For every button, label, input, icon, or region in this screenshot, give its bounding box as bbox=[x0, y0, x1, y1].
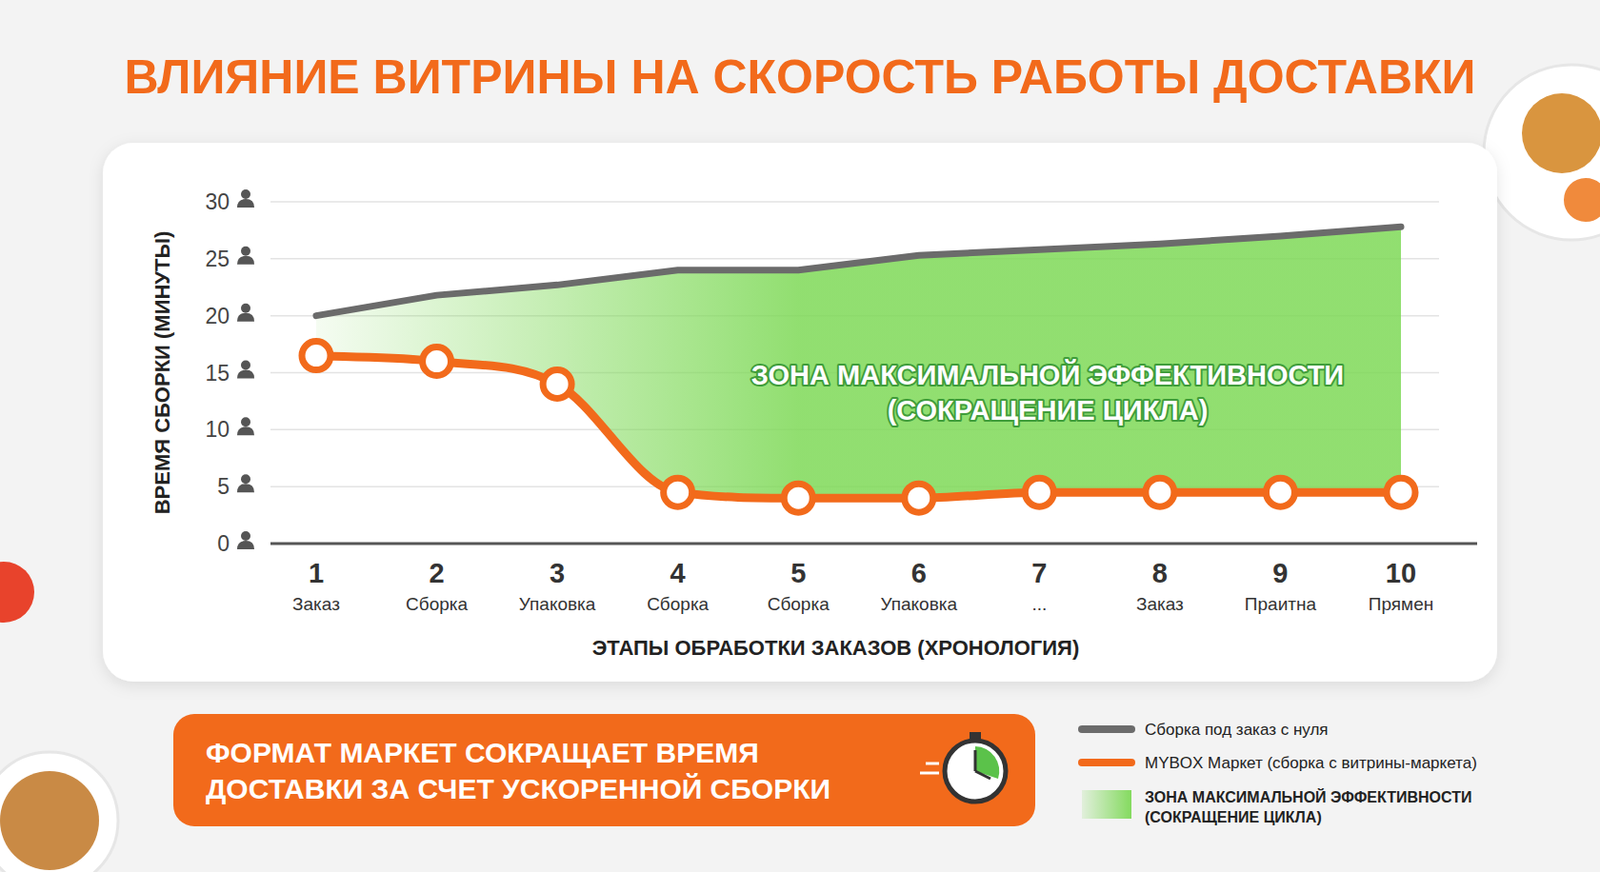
legend-swatch bbox=[1081, 790, 1132, 820]
annotation-line: ЗОНА МАКСИМАЛЬНОЙ ЭФФЕКТИВНОСТИ bbox=[751, 359, 1344, 391]
legend-swatch bbox=[1081, 725, 1132, 734]
decor-food bbox=[0, 771, 100, 871]
x-axis-line bbox=[270, 542, 1478, 546]
x-tick-label: 4 bbox=[670, 558, 686, 589]
zone-annotation: ЗОНА МАКСИМАЛЬНОЙ ЭФФЕКТИВНОСТИ (СОКРАЩЕН… bbox=[751, 359, 1344, 426]
series-line bbox=[316, 356, 1401, 500]
plot-area bbox=[301, 226, 1416, 513]
x-tick-label: 8 bbox=[1152, 558, 1168, 589]
stopwatch-hand bbox=[975, 771, 991, 780]
decor-plate bbox=[1483, 64, 1600, 240]
callout-text: ФОРМАТ МАРКЕТ СОКРАЩАЕТ ВРЕМЯ bbox=[205, 737, 760, 769]
callout-box bbox=[173, 714, 1036, 827]
card bbox=[102, 142, 1498, 682]
decor-food bbox=[1560, 175, 1600, 225]
x-tick-sublabel: Сборка bbox=[646, 594, 709, 615]
decor-tomato bbox=[0, 561, 35, 623]
person-head bbox=[240, 531, 251, 541]
person-head bbox=[240, 246, 251, 257]
y-tick-label: 10 bbox=[204, 417, 230, 442]
person-body bbox=[237, 540, 255, 550]
stopwatch-icon bbox=[920, 732, 1006, 802]
person-head bbox=[240, 360, 251, 371]
series-marker bbox=[301, 341, 331, 371]
page: ВЛИЯНИЕ ВИТРИНЫ НА СКОРОСТЬ РАБОТЫ ДОСТА… bbox=[0, 0, 1600, 872]
legend-swatch bbox=[1081, 759, 1132, 767]
annotation-line: (СОКРАЩЕНИЕ ЦИКЛА) bbox=[887, 395, 1209, 426]
grid-line bbox=[270, 200, 1440, 203]
person-icon bbox=[237, 303, 255, 322]
person-icon bbox=[237, 531, 255, 550]
person-body bbox=[237, 483, 255, 493]
speed-line bbox=[920, 772, 940, 776]
person-body bbox=[237, 370, 255, 380]
y-tick-label: 5 bbox=[217, 474, 230, 500]
x-tick-label: 7 bbox=[1031, 558, 1047, 589]
x-tick-sublabel: ... bbox=[1031, 594, 1047, 615]
legend-label: Сборка под заказ с нуля bbox=[1144, 720, 1329, 740]
y-tick-label: 0 bbox=[217, 531, 230, 557]
person-body bbox=[237, 199, 255, 208]
x-tick-sublabel: Упаковка bbox=[880, 594, 958, 615]
person-icon bbox=[237, 189, 255, 208]
series-marker bbox=[1145, 478, 1175, 507]
person-body bbox=[237, 313, 255, 322]
legend-label-line: ЗОНА МАКСИМАЛЬНОЙ ЭФФЕКТИВНОСТИ bbox=[1144, 788, 1472, 806]
legend-label: ЗОНА МАКСИМАЛЬНОЙ ЭФФЕКТИВНОСТИ (СОКРАЩЕН… bbox=[1144, 788, 1472, 826]
person-head bbox=[240, 303, 251, 314]
series-marker bbox=[904, 483, 934, 513]
callout-text: ДОСТАВКИ ЗА СЧЕТ УСКОРЕННОЙ СБОРКИ bbox=[205, 773, 831, 805]
background bbox=[0, 0, 1600, 872]
series-marker bbox=[783, 483, 813, 513]
series-marker bbox=[542, 369, 572, 399]
series-marker bbox=[663, 478, 693, 507]
stopwatch-face bbox=[944, 740, 1006, 802]
x-tick-sublabel: Праитна bbox=[1244, 594, 1318, 615]
y-tick-label: 20 bbox=[204, 303, 230, 329]
person-body bbox=[237, 256, 255, 265]
x-tick-label: 1 bbox=[308, 558, 324, 589]
person-head bbox=[240, 474, 251, 484]
x-tick-label: 9 bbox=[1272, 558, 1288, 589]
decor-food bbox=[1521, 93, 1600, 174]
person-icon bbox=[237, 246, 255, 265]
x-tick-sublabel: Упаковка bbox=[519, 594, 597, 615]
stopwatch-hand bbox=[974, 750, 978, 772]
series-marker bbox=[1024, 478, 1054, 507]
x-tick-label: 3 bbox=[549, 558, 565, 589]
x-axis-title: ЭТАПЫ ОБРАБОТКИ ЗАКАЗОВ (ХРОНОЛОГИЯ) bbox=[592, 636, 1080, 660]
decor-plate bbox=[0, 752, 119, 872]
x-tick-sublabel: Сборка bbox=[405, 594, 468, 615]
series-marker bbox=[1386, 478, 1416, 507]
y-tick-label: 30 bbox=[204, 189, 230, 215]
x-tick-label: 6 bbox=[911, 558, 927, 589]
y-axis-title: ВРЕМЯ СБОРКИ (МИНУТЫ) bbox=[150, 231, 175, 516]
x-tick-sublabel: Сборка bbox=[767, 594, 830, 615]
person-icon bbox=[237, 360, 255, 380]
x-tick-label: 2 bbox=[428, 558, 444, 589]
series-marker bbox=[422, 347, 452, 377]
legend: Сборка под заказ с нуля MYBOX Маркет (сбо… bbox=[1081, 720, 1478, 826]
legend-label-line: (СОКРАЩЕНИЕ ЦИКЛА) bbox=[1144, 809, 1322, 826]
series-marker bbox=[1265, 478, 1295, 507]
x-tick-sublabel: Прямен bbox=[1368, 594, 1434, 615]
person-head bbox=[240, 417, 251, 427]
person-icon bbox=[237, 474, 255, 493]
y-tick-label: 25 bbox=[204, 246, 230, 272]
y-tick-label: 15 bbox=[204, 360, 230, 386]
speed-line bbox=[925, 762, 940, 766]
person-body bbox=[237, 426, 255, 436]
title: ВЛИЯНИЕ ВИТРИНЫ НА СКОРОСТЬ РАБОТЫ ДОСТА… bbox=[123, 50, 1476, 104]
person-head bbox=[240, 189, 251, 200]
legend-label: MYBOX Маркет (сборка с витрины-маркета) bbox=[1144, 754, 1478, 773]
person-icon bbox=[237, 417, 255, 436]
x-tick-sublabel: Заказ bbox=[1136, 594, 1184, 615]
x-tick-label: 5 bbox=[790, 558, 806, 589]
stopwatch-sector bbox=[975, 746, 1000, 780]
x-tick-label: 10 bbox=[1385, 558, 1417, 589]
efficiency-zone bbox=[316, 226, 1401, 499]
x-tick-sublabel: Заказ bbox=[292, 594, 340, 615]
series-line bbox=[316, 226, 1401, 316]
